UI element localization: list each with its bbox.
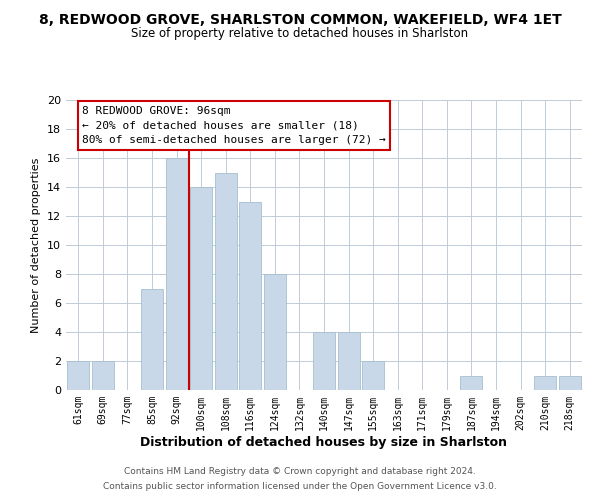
Bar bbox=[534, 376, 556, 390]
Bar bbox=[460, 376, 482, 390]
Bar bbox=[141, 288, 163, 390]
Bar bbox=[190, 187, 212, 390]
Text: 8, REDWOOD GROVE, SHARLSTON COMMON, WAKEFIELD, WF4 1ET: 8, REDWOOD GROVE, SHARLSTON COMMON, WAKE… bbox=[38, 12, 562, 26]
Text: Contains HM Land Registry data © Crown copyright and database right 2024.: Contains HM Land Registry data © Crown c… bbox=[124, 467, 476, 476]
Text: Size of property relative to detached houses in Sharlston: Size of property relative to detached ho… bbox=[131, 28, 469, 40]
Bar bbox=[166, 158, 188, 390]
Bar bbox=[264, 274, 286, 390]
Bar bbox=[313, 332, 335, 390]
Bar bbox=[67, 361, 89, 390]
Bar bbox=[215, 172, 237, 390]
X-axis label: Distribution of detached houses by size in Sharlston: Distribution of detached houses by size … bbox=[140, 436, 508, 448]
Bar bbox=[362, 361, 384, 390]
Bar bbox=[92, 361, 114, 390]
Y-axis label: Number of detached properties: Number of detached properties bbox=[31, 158, 41, 332]
Text: 8 REDWOOD GROVE: 96sqm
← 20% of detached houses are smaller (18)
80% of semi-det: 8 REDWOOD GROVE: 96sqm ← 20% of detached… bbox=[82, 106, 386, 146]
Bar bbox=[338, 332, 359, 390]
Text: Contains public sector information licensed under the Open Government Licence v3: Contains public sector information licen… bbox=[103, 482, 497, 491]
Bar bbox=[239, 202, 262, 390]
Bar bbox=[559, 376, 581, 390]
